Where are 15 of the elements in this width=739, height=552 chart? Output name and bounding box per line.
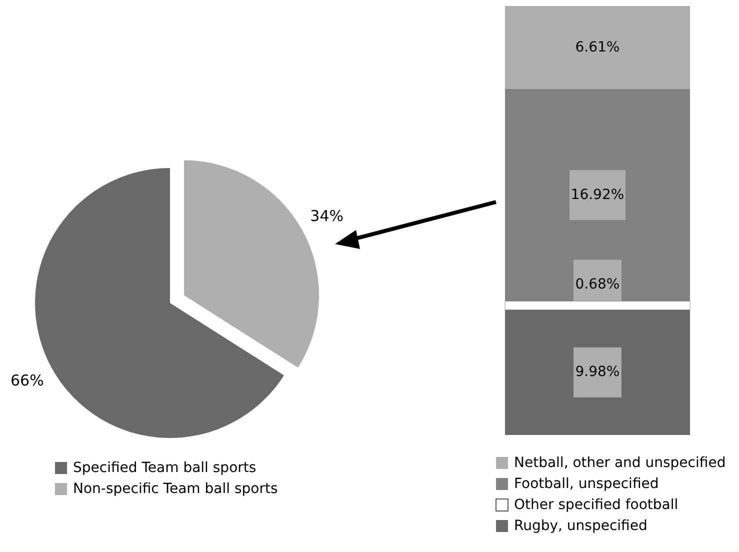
legend-label: Rugby, unspecified [514, 518, 648, 534]
legend-label: Other specified football [514, 496, 678, 513]
data-label: 34% [310, 206, 344, 225]
data-label: 16.92% [570, 186, 624, 203]
data-label: 6.61% [575, 39, 620, 56]
data-label: 66% [10, 372, 44, 390]
data-label: 0.68% [575, 276, 620, 293]
bar [505, 310, 690, 435]
legend-label: Netball, other and unspecified [514, 454, 726, 471]
legend-label: Football, unspecified [514, 476, 659, 492]
bar [505, 6, 690, 89]
bar [504, 300, 690, 310]
data-label: 9.98% [575, 364, 620, 380]
legend-label: Non-specific Team ball sports [73, 480, 278, 497]
legend-label: Specified Team ball sports [73, 460, 256, 476]
